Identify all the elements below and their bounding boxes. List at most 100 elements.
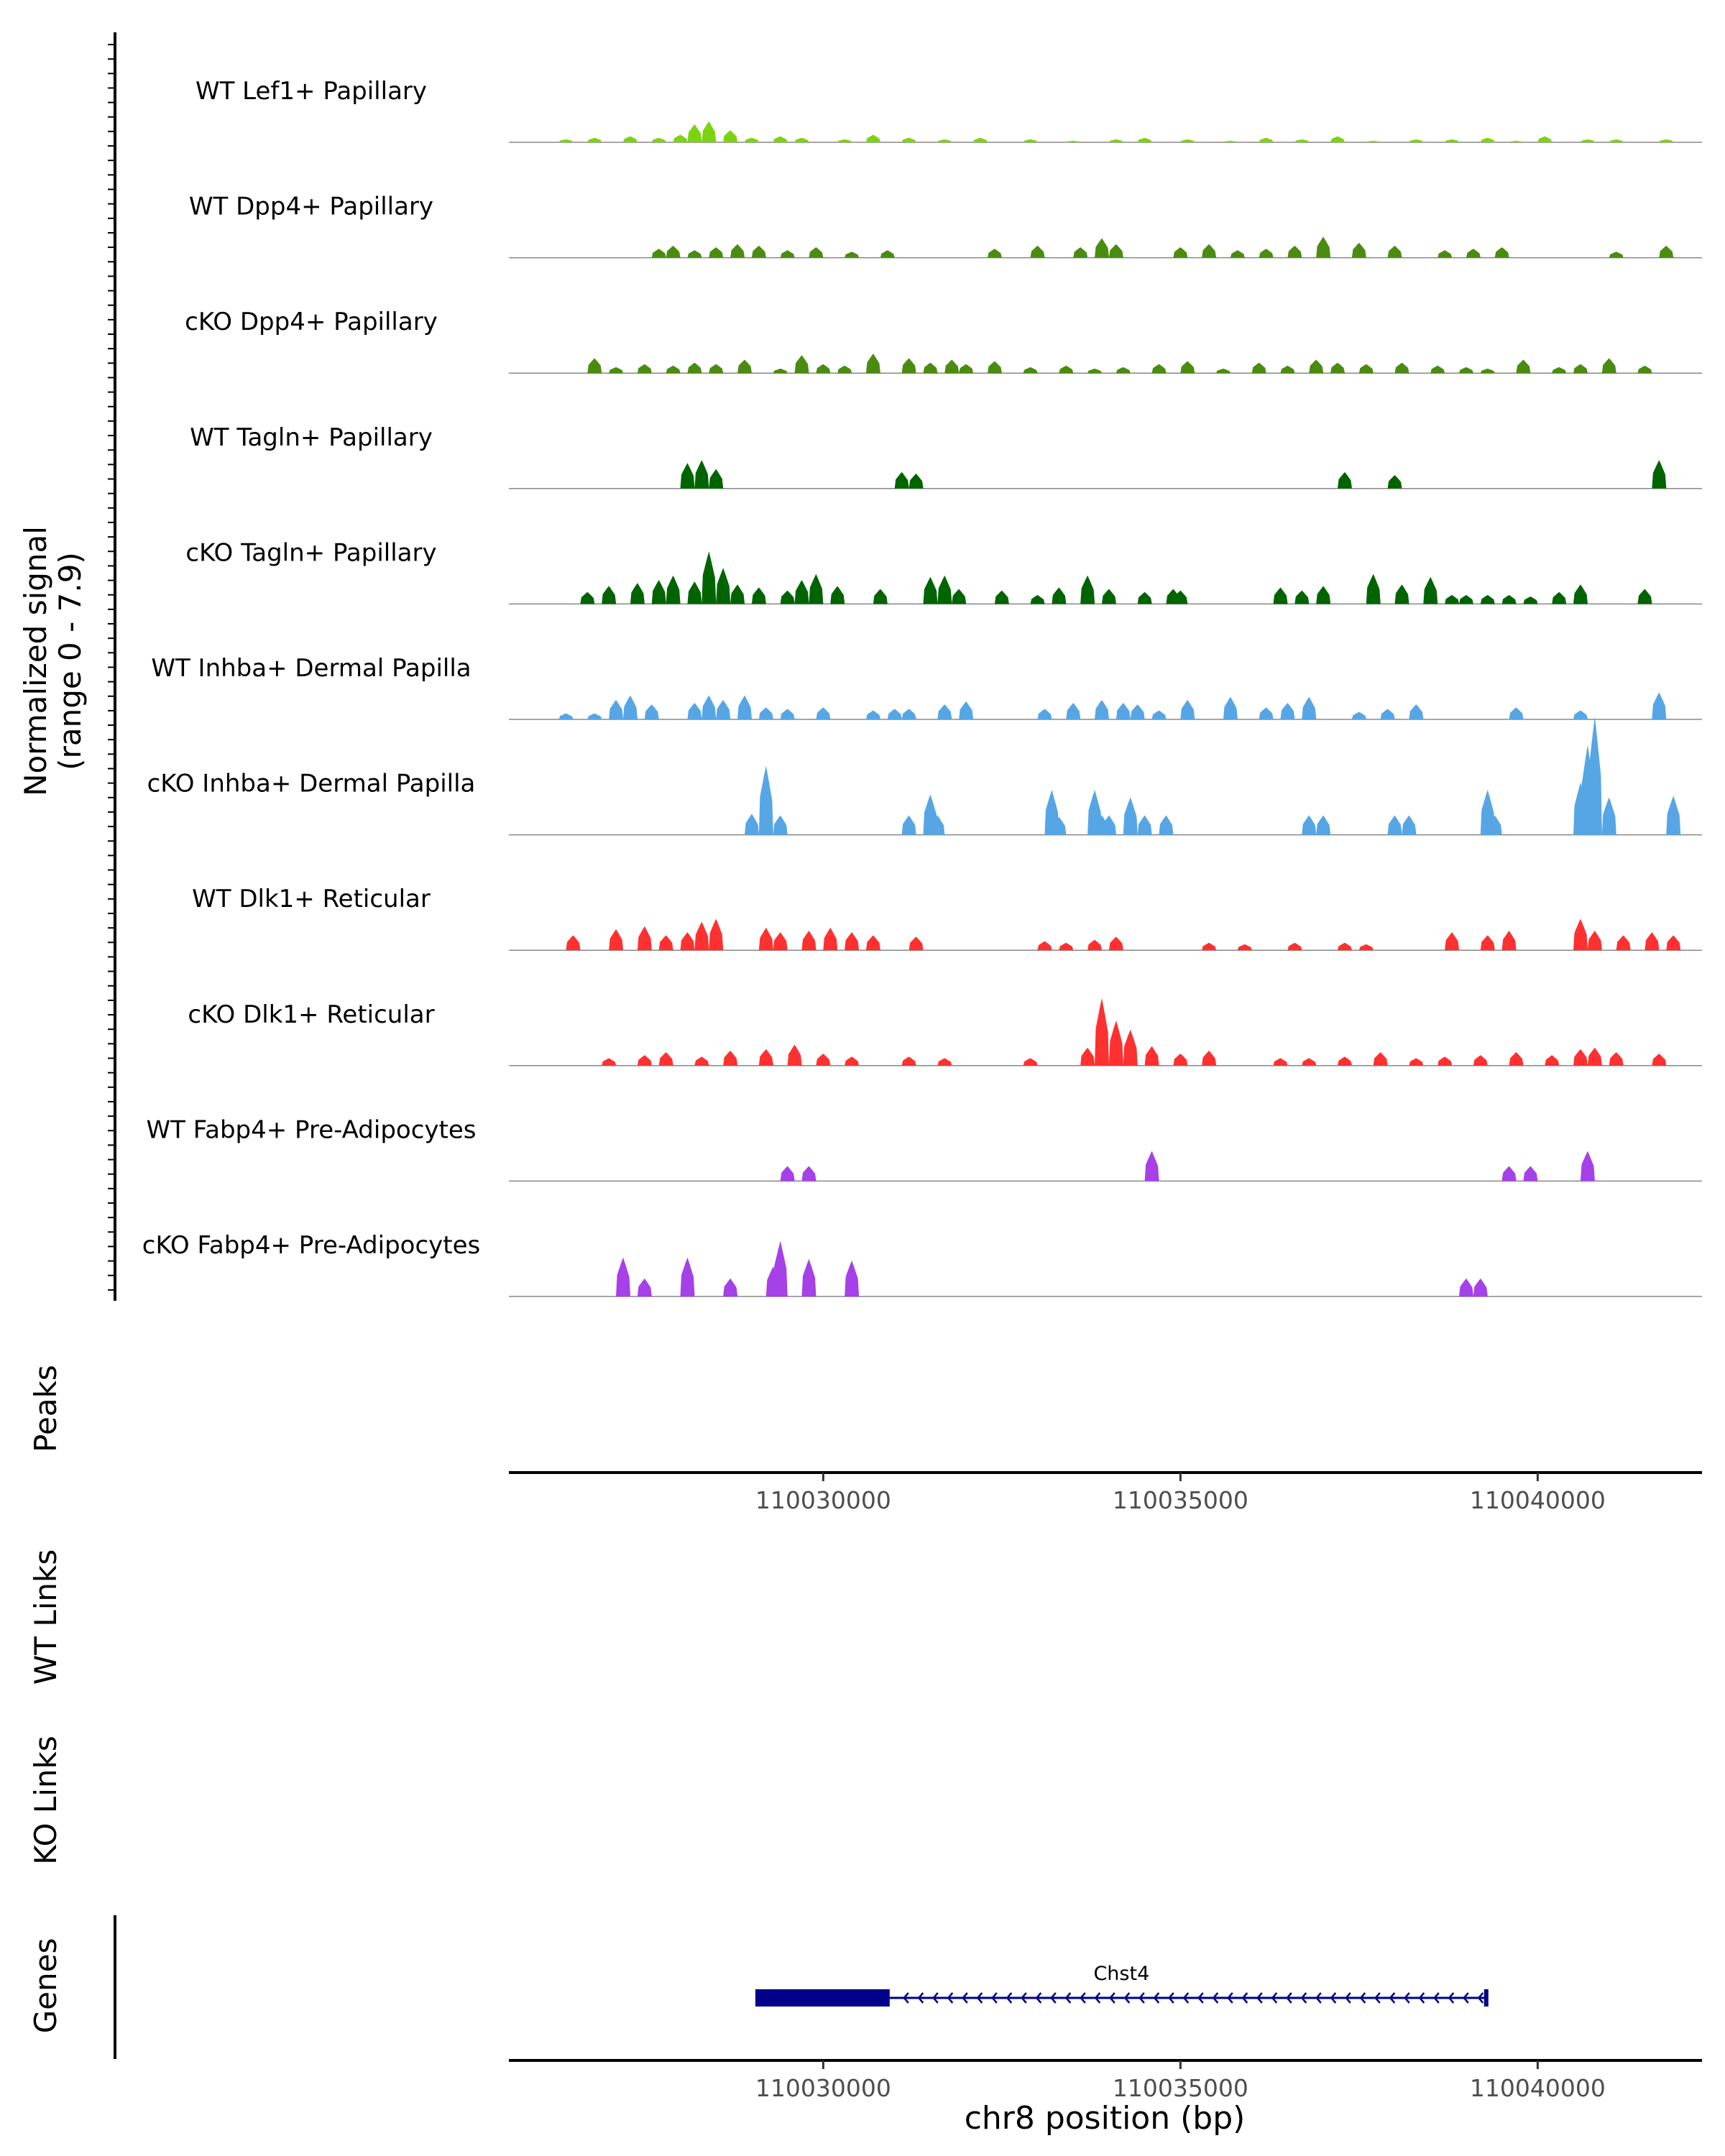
signal-peak <box>1587 931 1602 951</box>
signal-peak <box>1202 244 1217 258</box>
signal-peak <box>1202 942 1217 951</box>
signal-peak <box>709 364 724 374</box>
signal-peak <box>937 704 952 719</box>
strand-arrow <box>1241 1992 1248 2004</box>
signal-peak <box>587 137 602 142</box>
signal-peak <box>1151 710 1167 719</box>
signal-peak <box>1223 696 1238 719</box>
signal-peak <box>1494 247 1509 258</box>
strand-arrow <box>1359 1992 1366 2004</box>
signal-peak <box>1302 696 1317 719</box>
strand-arrow <box>903 1992 909 2004</box>
signal-peak <box>1423 576 1438 604</box>
signal-peak <box>1137 591 1152 604</box>
signal-peak <box>737 695 753 719</box>
signal-peak <box>1294 590 1310 604</box>
signal-peak <box>1108 936 1123 951</box>
signal-peak <box>558 139 574 142</box>
signal-peak <box>1573 710 1588 719</box>
signal-peak <box>1637 589 1652 604</box>
genes-track-label: Genes <box>28 1938 63 2034</box>
signal-peak <box>865 710 880 719</box>
signal-peak <box>1095 998 1110 1066</box>
signal-peak <box>780 709 795 719</box>
signal-peak <box>1037 709 1052 719</box>
signal-peak <box>1287 942 1302 951</box>
signal-peak <box>1501 594 1517 604</box>
signal-peak <box>1059 942 1074 951</box>
signal-peak <box>616 1257 631 1296</box>
signal-peak <box>694 460 709 489</box>
signal-peak <box>901 137 916 142</box>
signal-peak <box>816 1054 831 1066</box>
ko-links-track-label: KO Links <box>28 1736 63 1865</box>
signal-peak <box>694 1056 709 1066</box>
signal-peak <box>1052 816 1067 835</box>
signal-peak <box>1108 139 1123 142</box>
genes-x-axis-ticks: 110030000 110035000 110040000 <box>755 2060 1606 2102</box>
signal-peak <box>751 587 766 604</box>
signal-peak <box>730 244 745 258</box>
signal-peak <box>773 1240 788 1296</box>
track-label: cKO Dlk1+ Reticular <box>188 1000 434 1029</box>
signal-peak <box>1637 365 1652 374</box>
strand-arrow <box>1389 1992 1396 2004</box>
strand-arrow <box>1477 1992 1484 2004</box>
signal-peak <box>1666 796 1681 835</box>
track-cko-tagln-papillary: cKO Tagln+ Papillary <box>185 538 1702 605</box>
signal-peak <box>1616 935 1631 951</box>
signal-peak <box>1552 367 1567 374</box>
signal-peak <box>1387 245 1402 258</box>
strand-arrow <box>1064 1992 1072 2004</box>
signal-peak <box>687 250 702 258</box>
signal-peak <box>923 576 938 604</box>
signal-peak <box>952 589 967 604</box>
signal-peak <box>1180 699 1195 719</box>
signal-peak <box>937 575 952 604</box>
track-wt-fabp4-pre-adipocytes: WT Fabp4+ Pre-Adipocytes <box>147 1115 1702 1182</box>
signal-peak <box>1173 590 1188 604</box>
track-wt-inhba-dermal-papilla: WT Inhba+ Dermal Papilla <box>151 654 1702 720</box>
signal-peak <box>1573 918 1588 951</box>
signal-peak <box>816 364 831 374</box>
track-wt-lef1-papillary: WT Lef1+ Papillary <box>196 77 1702 143</box>
signal-peak <box>901 709 916 719</box>
signal-peak <box>644 704 659 719</box>
signal-peak <box>1087 368 1103 374</box>
signal-peak <box>1151 364 1167 374</box>
signal-peak <box>630 583 645 604</box>
signal-peak <box>1587 716 1602 835</box>
coverage-tracks: WT Lef1+ Papillary WT Dpp4+ Papillary cKO … <box>142 77 1702 1297</box>
signal-peak <box>1509 707 1524 719</box>
signal-peak <box>1144 1046 1159 1066</box>
signal-peak <box>1666 935 1681 951</box>
signal-peak <box>787 1044 802 1066</box>
signal-peak <box>1080 1047 1095 1066</box>
strand-arrow <box>1256 1992 1263 2004</box>
x-axis-tick-label: 110030000 <box>755 2074 891 2102</box>
signal-peak <box>823 927 838 951</box>
signal-peak <box>1052 587 1067 604</box>
signal-peak <box>1523 1166 1538 1181</box>
signal-peak <box>1337 1056 1352 1066</box>
signal-peak <box>1030 594 1045 604</box>
y-axis-ticks <box>108 44 115 1291</box>
x-axis-tick-label: 110040000 <box>1470 2074 1606 2102</box>
signal-peak <box>666 365 681 374</box>
signal-peak <box>680 463 695 489</box>
signal-peak <box>651 249 666 258</box>
signal-peak <box>873 589 888 604</box>
signal-peak <box>723 1050 738 1066</box>
signal-peak <box>1466 249 1481 258</box>
signal-peak <box>1116 703 1131 719</box>
signal-peak <box>1316 236 1331 258</box>
signal-peak <box>887 709 902 719</box>
signal-peak <box>687 362 702 374</box>
x-axis-tick-label: 110040000 <box>1470 1486 1606 1514</box>
strand-arrow <box>1345 1992 1351 2004</box>
signal-peak <box>901 815 916 835</box>
strand-arrow <box>932 1992 939 2004</box>
signal-peak <box>1116 367 1131 374</box>
signal-peak <box>1287 245 1302 258</box>
